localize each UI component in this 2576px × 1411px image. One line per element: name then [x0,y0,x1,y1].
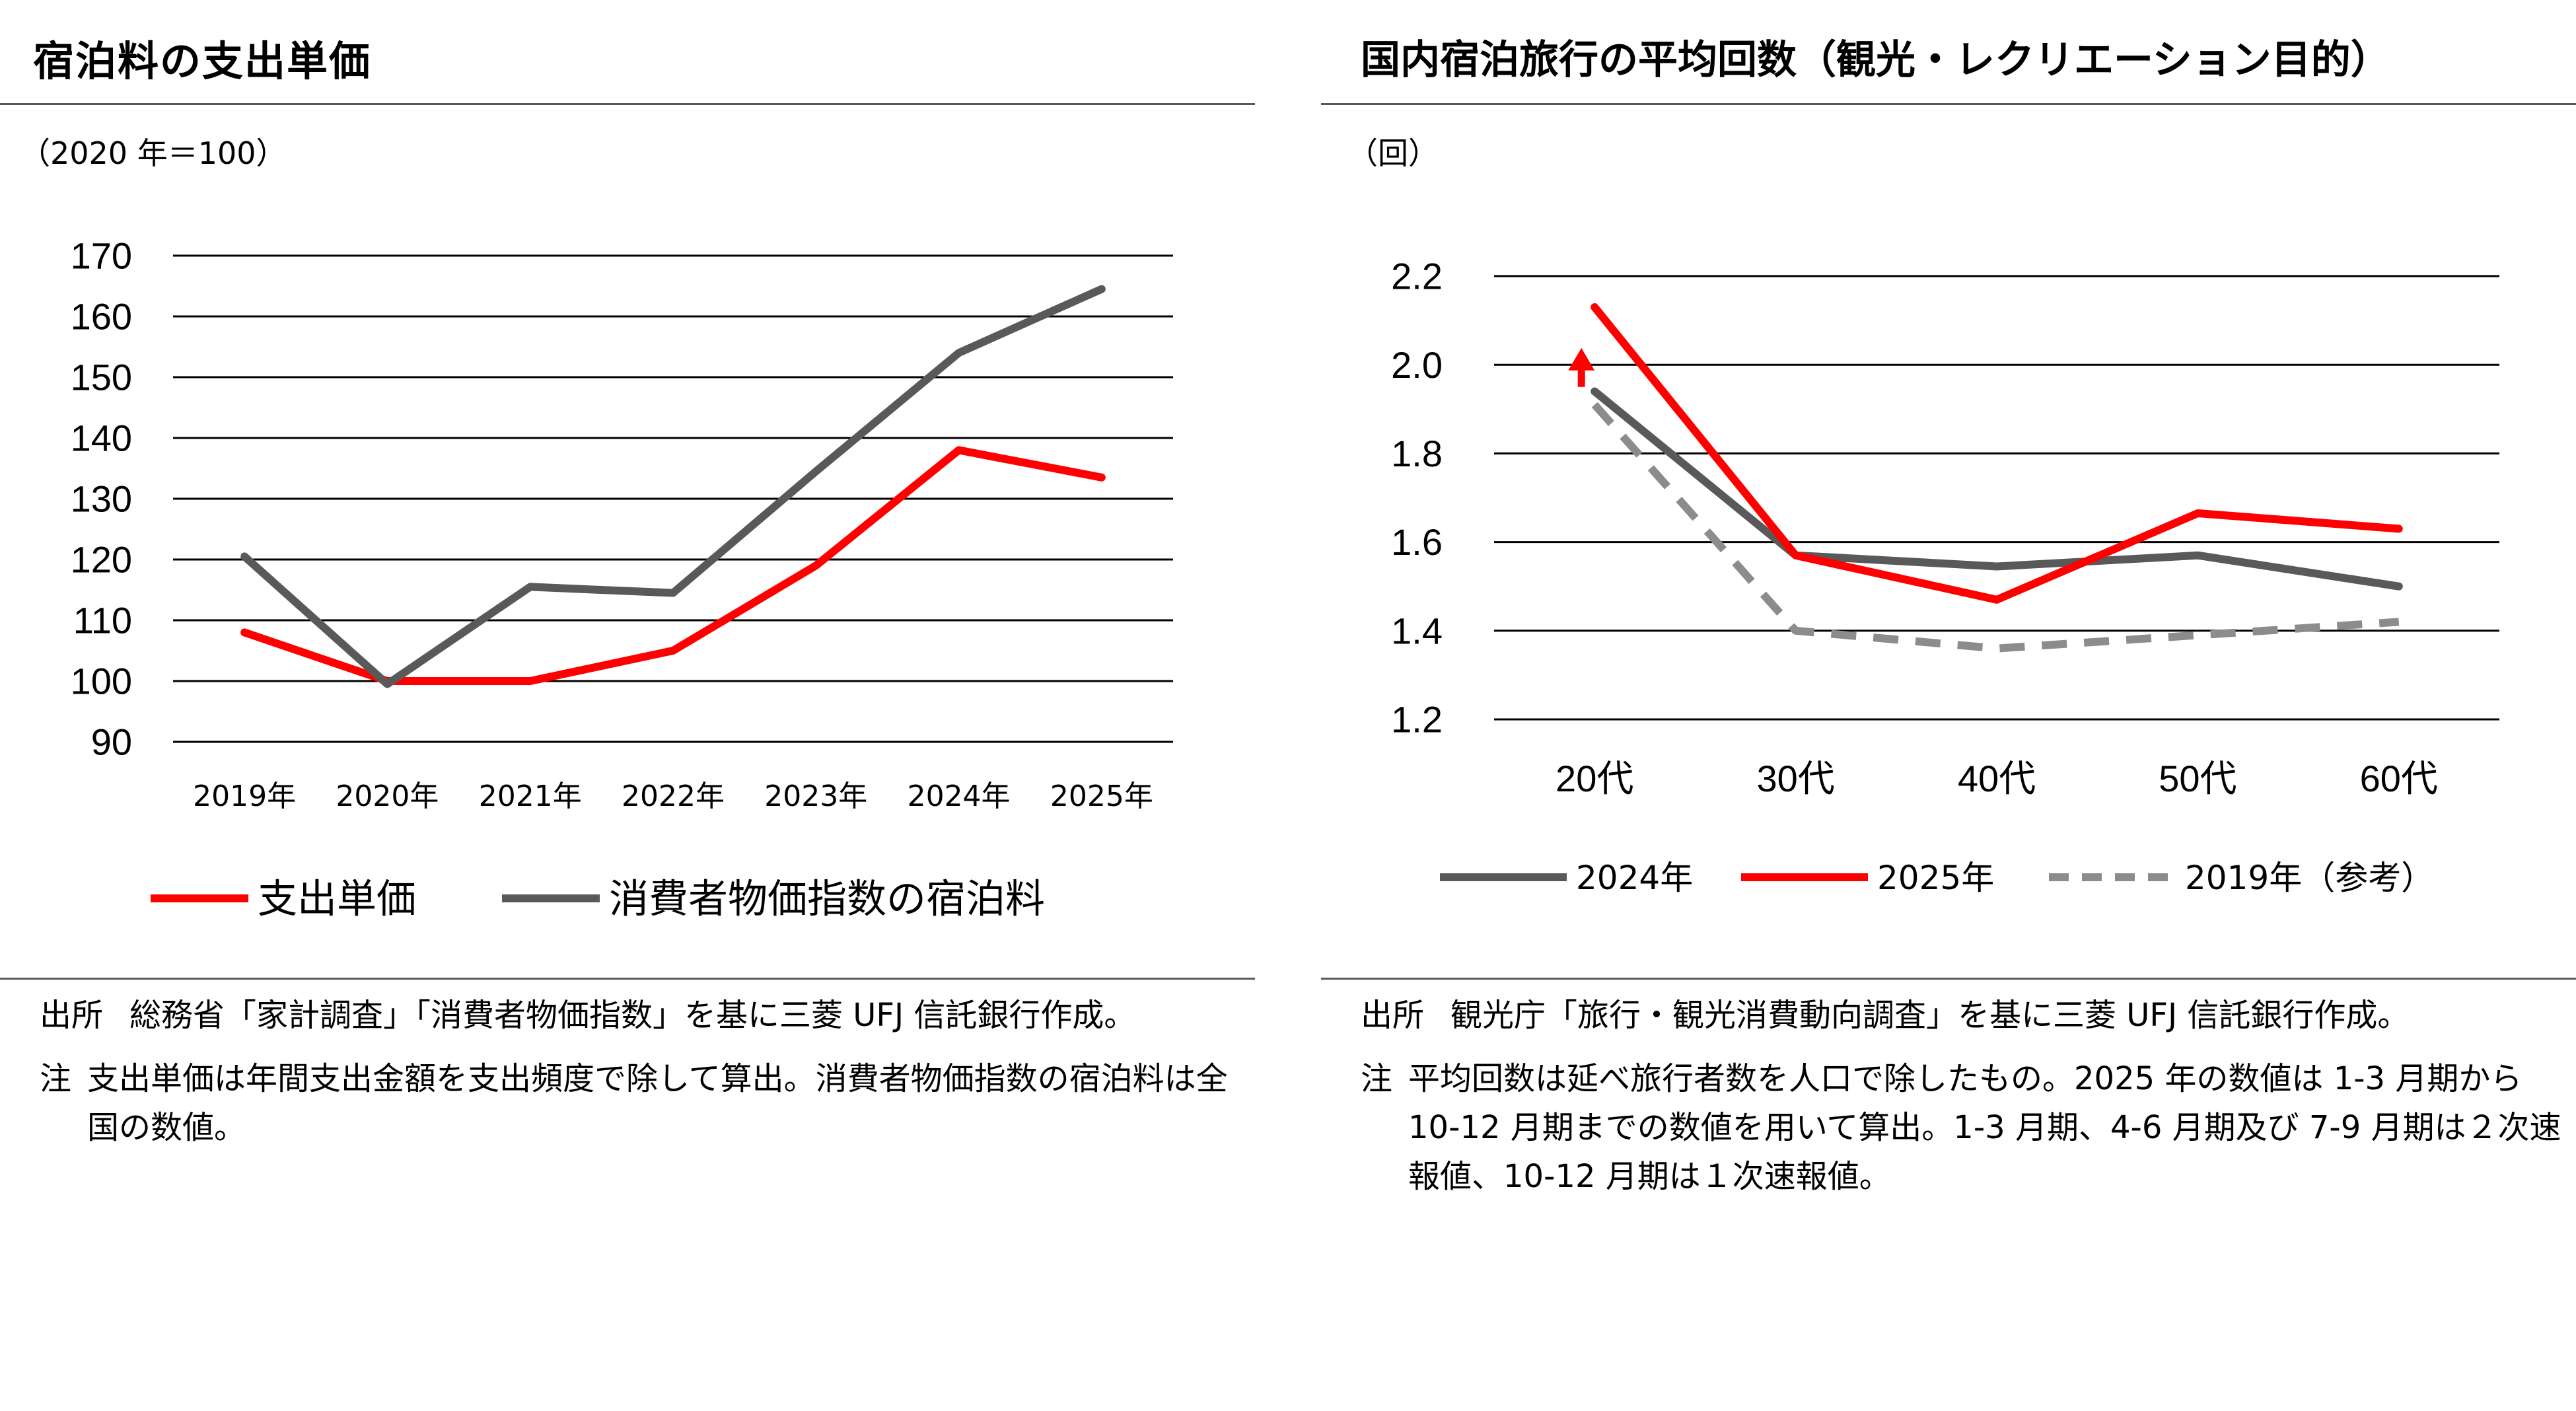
series-line-1 [240,285,1106,688]
series-line-0 [1591,387,2403,591]
increase-arrow-head [1568,347,1595,371]
x-tick-label: 50代 [2159,758,2236,799]
note-remark: 注 平均回数は延べ旅行者数を人口で除したもの。2025 年の数値は 1-3 月期… [1361,1054,2576,1201]
y-tick-label: 110 [73,600,132,641]
x-tick-label: 2020年 [336,779,439,813]
y-axis-unit: （回） [1347,135,1439,171]
note-source: 出所 観光庁「旅行・観光消費動向調査」を基に三菱 UFJ 信託銀行作成。 [1361,991,2576,1040]
note-source-body: 総務省「家計調査」「消費者物価指数」を基に三菱 UFJ 信託銀行作成。 [129,997,1136,1034]
y-tick-label: 170 [71,235,132,277]
y-tick-label: 140 [71,417,132,459]
legend-label-1: 2025年 [1877,859,1994,897]
y-tick-label: 120 [71,539,132,581]
notes-divider [1321,978,2576,980]
notes: 出所 総務省「家計調査」「消費者物価指数」を基に三菱 UFJ 信託銀行作成。 注… [40,991,1255,1167]
x-tick-label: 2025年 [1050,779,1153,813]
line-chart-average-trips: 1.2 1.4 1.6 1.8 2.0 2.2 20代 30代 40代 50代 60代 2024年 20… [1391,256,2499,897]
y-tick-label: 1.4 [1391,610,1443,651]
x-tick-label: 20代 [1556,758,1633,799]
legend-label-0: 支出単価 [258,877,416,923]
y-tick-label: 2.2 [1391,256,1443,297]
line-chart-lodging-price: 90 100 110 120 130 140 150 160 170 2019年 2020年 2021… [71,235,1173,923]
y-tick-label: 1.6 [1391,521,1443,563]
legend-label-2: 2019年（参考） [2185,859,2434,897]
y-tick-label: 150 [71,357,132,398]
x-tick-label: 40代 [1958,758,2036,799]
chart-title: 国内宿泊旅行の平均回数（観光・レクリエーション目的） [1361,37,2390,83]
x-tick-label: 30代 [1756,758,1834,799]
x-tick-label: 2021年 [479,779,582,813]
note-remark: 注 支出単価は年間支出金額を支出頻度で除して算出。消費者物価指数の宿泊料は全国の… [40,1054,1255,1152]
y-tick-label: 1.2 [1391,699,1443,741]
note-source-body: 観光庁「旅行・観光消費動向調査」を基に三菱 UFJ 信託銀行作成。 [1450,997,2410,1034]
y-tick-label: 1.8 [1391,433,1443,474]
panel-lodging-unit-price: 宿泊料の支出単価 （2020 年＝100） 90 100 110 120 130 140 1… [0,0,1255,1411]
note-remark-head: 注 [1361,1060,1393,1097]
notes-divider [0,978,1255,980]
y-tick-label: 130 [71,478,132,520]
series-line-1 [1591,303,2403,604]
notes: 出所 観光庁「旅行・観光消費動向調査」を基に三菱 UFJ 信託銀行作成。 注 平… [1361,991,2576,1215]
x-tick-label: 2022年 [622,779,725,813]
x-tick-label: 2019年 [193,779,296,813]
x-tick-label: 2024年 [908,779,1011,813]
note-source-head: 出所 [1361,997,1425,1034]
panel-domestic-trips: 国内宿泊旅行の平均回数（観光・レクリエーション目的） （回） 1.2 1.4 1.6… [1321,0,2576,1411]
series-line-0 [240,446,1106,685]
y-tick-label: 100 [71,661,132,702]
y-tick-label: 90 [91,721,132,763]
y-tick-label: 160 [71,296,132,338]
note-remark-body: 支出単価は年間支出金額を支出頻度で除して算出。消費者物価指数の宿泊料は全国の数値… [87,1060,1228,1146]
y-axis-unit: （2020 年＝100） [20,135,287,171]
note-source: 出所 総務省「家計調査」「消費者物価指数」を基に三菱 UFJ 信託銀行作成。 [40,991,1255,1040]
title-divider [0,103,1255,105]
note-remark-head: 注 [40,1060,72,1097]
y-tick-label: 2.0 [1391,344,1443,386]
series-line-2 [1591,402,2400,653]
x-tick-label: 60代 [2360,758,2438,799]
note-source-head: 出所 [40,997,104,1034]
chart-title: 宿泊料の支出単価 [33,37,372,85]
legend-label-1: 消費者物価指数の宿泊料 [609,877,1045,923]
legend-label-0: 2024年 [1576,859,1693,897]
x-tick-label: 2023年 [764,779,867,813]
note-remark-body: 平均回数は延べ旅行者数を人口で除したもの。2025 年の数値は 1-3 月期から… [1408,1060,2561,1195]
title-divider [1321,103,2576,105]
